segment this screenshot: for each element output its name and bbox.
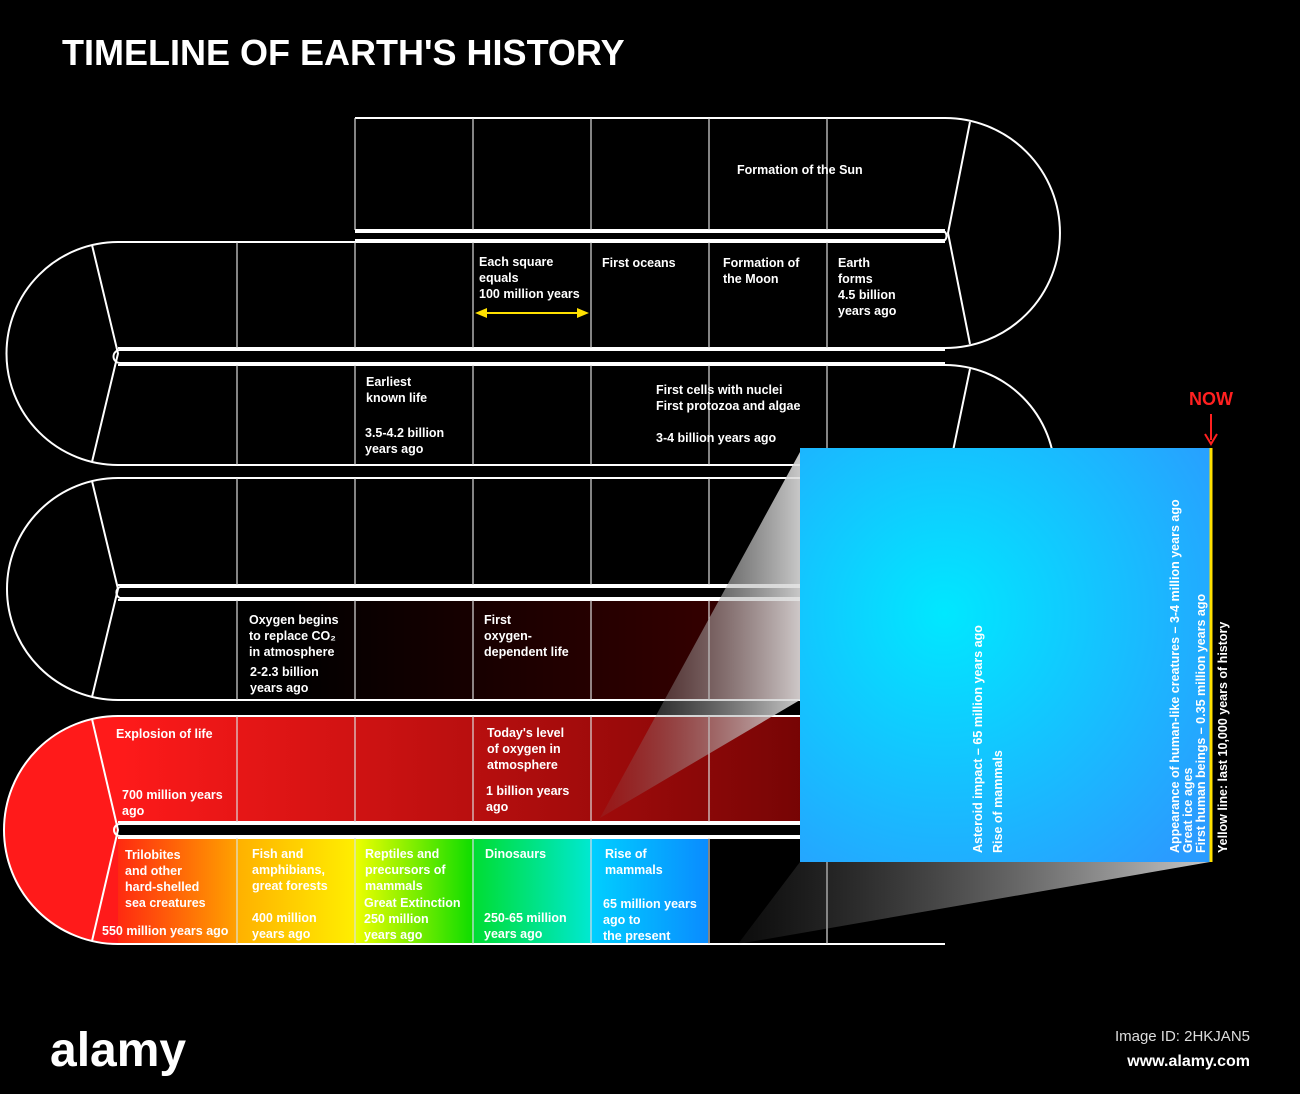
label: and other: [125, 864, 182, 878]
timeline: [3, 117, 1218, 945]
label: oxygen-: [484, 629, 532, 643]
label: First cells with nuclei: [656, 383, 782, 397]
label: to replace CO₂: [249, 629, 336, 643]
zoom-beam: [738, 862, 1210, 944]
label: forms: [838, 272, 873, 286]
label: 700 million years: [122, 788, 223, 802]
label: Each square: [479, 255, 553, 269]
tube: [113, 823, 945, 837]
label: 250 million: [364, 912, 429, 926]
now-label: NOW: [1189, 389, 1233, 409]
label: the present: [603, 929, 671, 943]
label: Reptiles and: [365, 847, 439, 861]
zoom-label: Great ice ages: [1181, 767, 1195, 853]
label: years ago: [484, 927, 543, 941]
label: sea creatures: [125, 896, 206, 910]
label: Earth: [838, 256, 870, 270]
era-fill: [354, 838, 472, 944]
label: of oxygen in: [487, 742, 561, 756]
label: dependent life: [484, 645, 569, 659]
era-fill: [118, 838, 236, 944]
label: 550 million years ago: [102, 924, 229, 938]
label: Formation of: [723, 256, 800, 270]
label: 4.5 billion: [838, 288, 896, 302]
label: Today's level: [487, 726, 564, 740]
image-id: Image ID: 2HKJAN5: [1115, 1028, 1250, 1045]
label: amphibians,: [252, 863, 325, 877]
era-fill: [236, 838, 354, 944]
label: 3.5-4.2 billion: [365, 426, 444, 440]
turn: [91, 244, 120, 463]
turn: [91, 480, 120, 698]
title: TIMELINE OF EARTH'S HISTORY: [62, 32, 625, 73]
label: equals: [479, 271, 519, 285]
label: known life: [366, 391, 427, 405]
label: Earliest: [366, 375, 412, 389]
label: mammals: [605, 863, 663, 877]
label: precursors of: [365, 863, 446, 877]
label: Fish and: [252, 847, 303, 861]
zoom-label: Asteroid impact – 65 million years ago: [971, 625, 985, 853]
label: 65 million years: [603, 897, 697, 911]
turn: [944, 117, 1061, 349]
label: years ago: [252, 927, 311, 941]
zoom-label: First human beings – 0.35 million years …: [1194, 594, 1208, 853]
labels: Formation of the Sun Each square equals 100…: [50, 163, 1250, 1077]
label: atmosphere: [487, 758, 558, 772]
label: Explosion of life: [116, 727, 213, 741]
label: Formation of the Sun: [737, 163, 863, 177]
label: 100 million years: [479, 287, 580, 301]
watermark-logo: alamy: [50, 1024, 186, 1077]
tube: [355, 231, 948, 241]
label: Trilobites: [125, 848, 181, 862]
label: mammals: [365, 879, 423, 893]
label: the Moon: [723, 272, 779, 286]
zoom-box: [800, 448, 1212, 862]
label: Oxygen begins: [249, 613, 339, 627]
label: 1 billion years: [486, 784, 569, 798]
label: years ago: [364, 928, 423, 942]
label: Rise of: [605, 847, 648, 861]
label: First protozoa and algae: [656, 399, 801, 413]
zoom-label: Rise of mammals: [991, 750, 1005, 853]
curve-fill: [4, 716, 118, 944]
label: in atmosphere: [249, 645, 334, 659]
zoom-label: Appearance of human-like creatures – 3-4…: [1168, 499, 1182, 853]
label: First oceans: [602, 256, 676, 270]
turn: [946, 121, 971, 345]
label: years ago: [838, 304, 897, 318]
zoom-label: Yellow line: last 10,000 years of histor…: [1216, 622, 1230, 853]
era-fill: [590, 838, 708, 944]
label: 3-4 billion years ago: [656, 431, 777, 445]
label: years ago: [365, 442, 424, 456]
era-fill: [472, 838, 590, 944]
label: ago: [122, 804, 145, 818]
label: ago to: [603, 913, 641, 927]
turn: [6, 477, 119, 701]
site-url: www.alamy.com: [1126, 1053, 1250, 1070]
label: Dinosaurs: [485, 847, 546, 861]
label: years ago: [250, 681, 309, 695]
tube: [112, 349, 945, 364]
label: hard-shelled: [125, 880, 199, 894]
label: great forests: [252, 879, 328, 893]
label: 250-65 million: [484, 911, 567, 925]
turn: [91, 718, 120, 942]
arrow-head: [475, 308, 589, 318]
label: Great Extinction: [364, 896, 461, 910]
zoom-beam: [600, 452, 800, 818]
label: ago: [486, 800, 509, 814]
label: 400 million: [252, 911, 317, 925]
now-arrow: [1204, 414, 1218, 446]
label: 2-2.3 billion: [250, 665, 319, 679]
turn: [5, 241, 119, 466]
turn: [3, 715, 119, 945]
label: First: [484, 613, 512, 627]
